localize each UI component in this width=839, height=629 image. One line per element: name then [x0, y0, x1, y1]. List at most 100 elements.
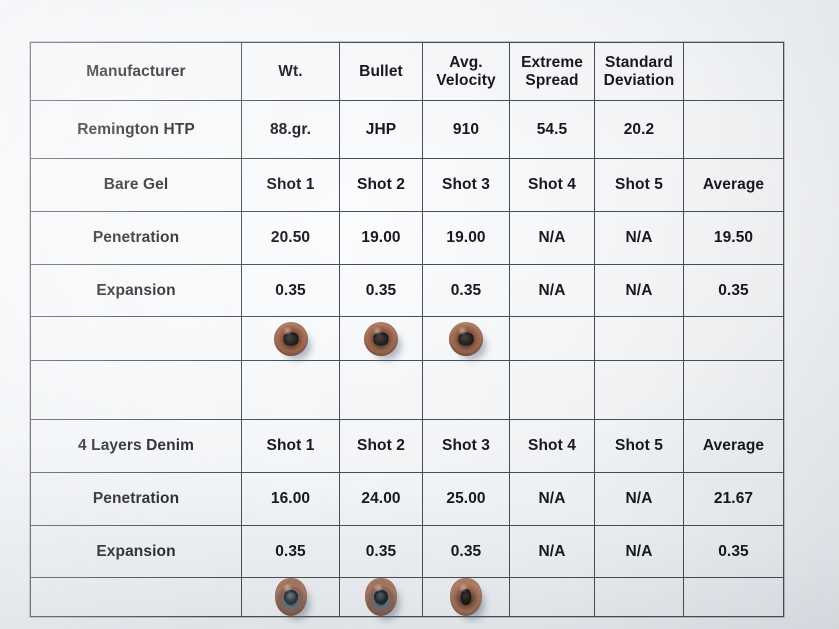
bare-gel-expansion-row: Expansion 0.35 0.35 0.35 N/A N/A 0.35: [30, 264, 784, 317]
header-avg-velocity: Avg. Velocity: [422, 42, 510, 101]
denim-expansion-shot-2: 0.35: [339, 525, 423, 578]
separator-cell-4: [509, 360, 595, 420]
denim-expansion-shot-3: 0.35: [422, 525, 510, 578]
denim-expansion-shot-5: N/A: [594, 525, 684, 578]
recovered-bullet-photo-icon: [449, 321, 483, 356]
bare-gel-penetration-shot-3: 19.00: [422, 211, 510, 265]
header-spare: [683, 42, 784, 101]
denim-shot-2-header: Shot 2: [339, 419, 423, 473]
bare-gel-shot-1-header: Shot 1: [241, 158, 340, 212]
header-extreme-spread-line1: Extreme: [521, 53, 583, 71]
recovered-bullet-photo-icon: [450, 578, 482, 616]
denim-expansion-shot-1: 0.35: [241, 525, 340, 578]
section-header-row-bare-gel: Bare Gel Shot 1 Shot 2 Shot 3 Shot 4 Sho…: [30, 158, 784, 212]
ballistics-results-table: Manufacturer Wt. Bullet Avg. Velocity Ex…: [30, 42, 784, 617]
bare-gel-penetration-shot-1: 20.50: [241, 211, 340, 265]
separator-cell-5: [594, 360, 684, 420]
load-standard-deviation: 20.2: [594, 100, 684, 159]
bare-gel-penetration-row: Penetration 20.50 19.00 19.00 N/A N/A 19…: [30, 211, 784, 265]
denim-penetration-average: 21.67: [683, 472, 784, 526]
bare-gel-bullet-photo-5-cell: [594, 316, 684, 361]
recovered-bullet-photo-icon: [274, 578, 307, 616]
load-extreme-spread: 54.5: [509, 100, 595, 159]
bare-gel-shot-4-header: Shot 4: [509, 158, 595, 212]
denim-bullet-photo-4-cell: [509, 577, 595, 617]
denim-bullet-photo-3-cell: [422, 577, 510, 617]
bare-gel-expansion-shot-3: 0.35: [422, 264, 510, 317]
header-extreme-spread-line2: Spread: [525, 71, 579, 89]
header-avg-velocity-line1: Avg.: [449, 53, 483, 71]
bare-gel-shot-5-header: Shot 5: [594, 158, 684, 212]
denim-bullet-photo-2-cell: [339, 577, 423, 617]
bare-gel-photo-row: [30, 316, 784, 361]
denim-penetration-shot-2: 24.00: [339, 472, 423, 526]
denim-penetration-shot-3: 25.00: [422, 472, 510, 526]
section-separator-row: [30, 360, 784, 420]
load-avg-velocity: 910: [422, 100, 510, 159]
denim-penetration-shot-1: 16.00: [241, 472, 340, 526]
denim-expansion-shot-4: N/A: [509, 525, 595, 578]
bare-gel-bullet-photo-2-cell: [339, 316, 423, 361]
bare-gel-average-header: Average: [683, 158, 784, 212]
separator-cell-3: [422, 360, 510, 420]
denim-bullet-photo-average-cell: [683, 577, 784, 617]
bare-gel-penetration-shot-2: 19.00: [339, 211, 423, 265]
section-title-denim: 4 Layers Denim: [30, 419, 242, 473]
separator-cell-6: [683, 360, 784, 420]
denim-expansion-label: Expansion: [30, 525, 242, 578]
header-standard-deviation: Standard Deviation: [594, 42, 684, 101]
header-standard-deviation-line2: Deviation: [603, 71, 675, 89]
header-extreme-spread: Extreme Spread: [509, 42, 595, 101]
bare-gel-bullet-photo-3-cell: [422, 316, 510, 361]
denim-shot-5-header: Shot 5: [594, 419, 684, 473]
bare-gel-expansion-shot-1: 0.35: [241, 264, 340, 317]
header-avg-velocity-line2: Velocity: [436, 71, 496, 89]
denim-expansion-row: Expansion 0.35 0.35 0.35 N/A N/A 0.35: [30, 525, 784, 578]
separator-cell-2: [339, 360, 423, 420]
load-data-row: Remington HTP 88.gr. JHP 910 54.5 20.2: [30, 100, 784, 159]
table-header-row: Manufacturer Wt. Bullet Avg. Velocity Ex…: [30, 42, 784, 101]
denim-bullet-photo-1-cell: [241, 577, 340, 617]
denim-penetration-label: Penetration: [30, 472, 242, 526]
bare-gel-penetration-label: Penetration: [30, 211, 242, 265]
recovered-bullet-photo-icon: [273, 321, 308, 356]
header-manufacturer: Manufacturer: [30, 42, 242, 101]
bare-gel-shot-3-header: Shot 3: [422, 158, 510, 212]
bare-gel-bullet-photo-4-cell: [509, 316, 595, 361]
bare-gel-expansion-label: Expansion: [30, 264, 242, 317]
bare-gel-penetration-shot-5: N/A: [594, 211, 684, 265]
denim-penetration-shot-4: N/A: [509, 472, 595, 526]
header-standard-deviation-line1: Standard: [605, 53, 673, 71]
load-weight: 88.gr.: [241, 100, 340, 159]
recovered-bullet-photo-icon: [365, 578, 397, 616]
header-bullet: Bullet: [339, 42, 423, 101]
denim-shot-3-header: Shot 3: [422, 419, 510, 473]
denim-shot-1-header: Shot 1: [241, 419, 340, 473]
denim-expansion-average: 0.35: [683, 525, 784, 578]
denim-photo-row-label: [30, 577, 242, 617]
bare-gel-penetration-shot-4: N/A: [509, 211, 595, 265]
separator-cell-1: [241, 360, 340, 420]
section-header-row-denim: 4 Layers Denim Shot 1 Shot 2 Shot 3 Shot…: [30, 419, 784, 473]
bare-gel-expansion-shot-5: N/A: [594, 264, 684, 317]
bare-gel-expansion-average: 0.35: [683, 264, 784, 317]
load-manufacturer: Remington HTP: [30, 100, 242, 159]
load-spare: [683, 100, 784, 159]
header-weight: Wt.: [241, 42, 340, 101]
section-title-bare-gel: Bare Gel: [30, 158, 242, 212]
bare-gel-shot-2-header: Shot 2: [339, 158, 423, 212]
denim-shot-4-header: Shot 4: [509, 419, 595, 473]
denim-average-header: Average: [683, 419, 784, 473]
denim-penetration-row: Penetration 16.00 24.00 25.00 N/A N/A 21…: [30, 472, 784, 526]
bare-gel-bullet-photo-1-cell: [241, 316, 340, 361]
bare-gel-photo-row-label: [30, 316, 242, 361]
denim-penetration-shot-5: N/A: [594, 472, 684, 526]
bare-gel-expansion-shot-2: 0.35: [339, 264, 423, 317]
bare-gel-penetration-average: 19.50: [683, 211, 784, 265]
bare-gel-bullet-photo-average-cell: [683, 316, 784, 361]
bare-gel-expansion-shot-4: N/A: [509, 264, 595, 317]
load-bullet-type: JHP: [339, 100, 423, 159]
denim-photo-row: [30, 577, 784, 617]
separator-cell-0: [30, 360, 242, 420]
